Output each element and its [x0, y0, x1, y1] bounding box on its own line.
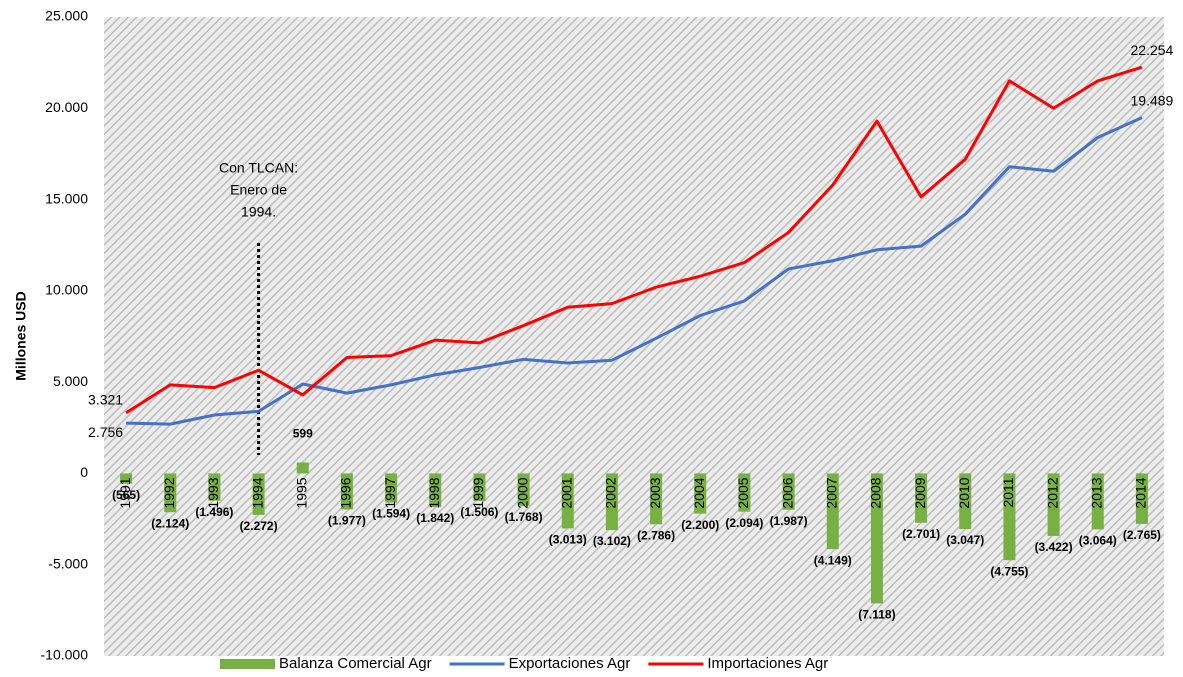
- bar: [429, 473, 442, 508]
- bar-label: (1.496): [195, 505, 233, 519]
- bar: [1091, 473, 1104, 530]
- bar-label: 599: [293, 427, 313, 441]
- line: [126, 116, 1143, 426]
- line-label: 22.254: [1131, 42, 1174, 58]
- x-tick-label: 1993: [205, 477, 221, 508]
- bar: [782, 473, 795, 510]
- bar-label: (7.118): [858, 608, 895, 622]
- bar: [252, 473, 265, 515]
- x-tick-label: 2011: [1000, 477, 1016, 507]
- bar: [164, 473, 177, 513]
- x-tick-label: 1991: [117, 477, 133, 508]
- y-tick-label: 5.000: [53, 373, 88, 389]
- bar: [870, 473, 883, 604]
- bar-label: (3.102): [593, 534, 631, 548]
- bar: [517, 473, 530, 506]
- annotation: Con TLCAN:: [219, 160, 298, 176]
- bar: [826, 473, 839, 550]
- x-tick-label: 2001: [558, 477, 574, 508]
- bar: [385, 473, 398, 503]
- line-label: 3.321: [88, 391, 123, 407]
- line-label: 2.756: [88, 424, 123, 440]
- x-tick-label: 1996: [338, 477, 354, 508]
- x-tick-label: 2006: [779, 477, 795, 508]
- x-tick-label: 1998: [426, 477, 442, 508]
- bar-label: (4.755): [990, 564, 1028, 578]
- bar: [208, 473, 221, 501]
- bar: [738, 473, 751, 512]
- legend-label: Importaciones Agr: [707, 655, 828, 672]
- bar: [959, 473, 972, 530]
- bar-label: (1.987): [770, 514, 808, 528]
- legend-label: Balanza Comercial Agr: [279, 655, 432, 672]
- bar: [605, 473, 618, 531]
- legend-label: Exportaciones Agr: [509, 655, 631, 672]
- x-tick-label: 2013: [1088, 477, 1104, 508]
- annotation: 1994.: [241, 204, 276, 220]
- x-tick-label: 2009: [912, 477, 928, 508]
- bar-label: (1.842): [416, 511, 454, 525]
- bar: [1003, 473, 1016, 561]
- bar-label: (4.149): [814, 553, 852, 567]
- y-axis-label: Millones USD: [13, 291, 29, 380]
- y-tick-label: 25.000: [45, 8, 88, 24]
- x-tick-label: 2014: [1133, 477, 1149, 508]
- bar-label: (2.272): [240, 519, 278, 533]
- bar-label: (2.124): [151, 516, 189, 530]
- bar: [1135, 473, 1148, 524]
- bar: [561, 473, 574, 529]
- x-tick-label: 2004: [691, 477, 707, 508]
- bar-label: (3.422): [1035, 540, 1073, 554]
- bar: [915, 473, 928, 523]
- bar: [650, 473, 663, 525]
- bar-label: (565): [112, 488, 140, 502]
- y-tick-label: 15.000: [45, 190, 88, 206]
- plot-area: [104, 17, 1164, 656]
- x-tick-label: 1994: [249, 477, 265, 508]
- x-tick-label: 2007: [823, 477, 839, 508]
- bar-label: (3.013): [549, 533, 587, 547]
- bar: [1047, 473, 1060, 536]
- bar-label: (1.594): [372, 507, 410, 521]
- bar-label: (2.786): [637, 528, 675, 542]
- x-tick-label: 2002: [603, 477, 619, 508]
- bar-label: (3.064): [1079, 534, 1117, 548]
- y-tick-label: 10.000: [45, 282, 88, 298]
- bar-label: (1.768): [505, 510, 543, 524]
- y-tick-label: 20.000: [45, 99, 88, 115]
- bar-label: (1.506): [460, 505, 498, 519]
- legend-swatch: [220, 659, 275, 669]
- line: [125, 65, 1143, 415]
- bar: [296, 462, 309, 474]
- x-tick-label: 2008: [868, 477, 884, 508]
- bar-label: (2.094): [725, 516, 763, 530]
- x-tick-label: 1995: [293, 477, 309, 508]
- y-tick-label: -10.000: [41, 647, 89, 663]
- x-tick-label: 2005: [735, 477, 751, 508]
- bar: [473, 473, 486, 501]
- y-tick-label: -5.000: [48, 555, 88, 571]
- bar: [120, 473, 133, 484]
- bar: [694, 473, 707, 514]
- bar-label: (1.977): [328, 514, 366, 528]
- bar-label: (3.047): [946, 533, 984, 547]
- line-label: 19.489: [1131, 92, 1174, 108]
- y-tick-label: 0: [80, 464, 88, 480]
- x-tick-label: 2003: [647, 477, 663, 508]
- bar: [340, 473, 353, 510]
- x-tick-label: 1992: [161, 477, 177, 508]
- bar-label: (2.701): [902, 527, 940, 541]
- x-tick-label: 2012: [1044, 477, 1060, 508]
- x-tick-label: 2010: [956, 477, 972, 508]
- annotation: Enero de: [230, 182, 287, 198]
- x-tick-label: 1999: [470, 477, 486, 508]
- x-tick-label: 1997: [382, 477, 398, 508]
- bar-label: (2.765): [1123, 528, 1161, 542]
- bar-label: (2.200): [681, 518, 719, 532]
- x-tick-label: 2000: [514, 477, 530, 508]
